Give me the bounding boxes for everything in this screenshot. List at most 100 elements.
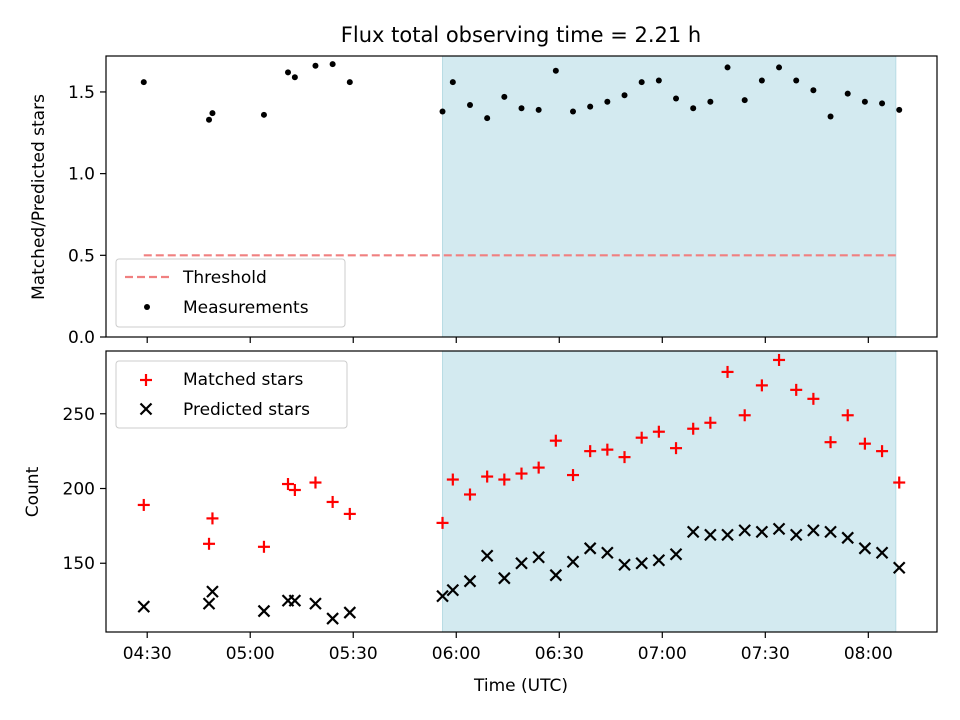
data-point-measurement [535,106,542,113]
data-point-predicted [652,553,666,567]
data-point-matched [436,516,449,529]
data-point-predicted [738,524,751,537]
data-point-measurement [518,105,525,112]
data-point-matched [807,392,820,405]
data-point-measurement [673,95,680,102]
data-point-measurement [466,102,473,109]
bottom-y-axis-label: Count [23,466,43,517]
data-point-measurement [209,110,216,117]
x-tick-label: 05:30 [329,644,378,664]
axes-frame [105,350,938,633]
top-y-axis-label: Matched/Predicted stars [29,94,49,300]
y-tick-label: 150 [63,554,95,574]
data-point-predicted [566,555,580,569]
legend-box [115,360,348,429]
data-point-measurement [501,93,508,100]
data-point-measurement [776,64,783,71]
data-point-measurement [879,100,886,107]
series-predicted-stars [137,522,906,625]
data-point-matched [601,443,614,456]
data-point-predicted [137,600,151,613]
data-point-matched [281,478,294,491]
data-point-measurement [741,97,748,104]
x-tick-label: 08:00 [844,644,893,664]
data-point-measurement [724,64,731,71]
legend-predicted-label: Predicted stars [183,400,310,420]
data-point-matched [309,476,322,489]
data-point-predicted [463,574,477,588]
data-point-matched [481,470,494,483]
data-point-measurement [827,113,834,120]
data-point-predicted [549,568,563,582]
data-point-matched [288,484,301,497]
data-point-matched [343,507,356,520]
data-point-measurement [140,79,147,86]
data-point-predicted [288,594,302,607]
data-point-matched [824,436,837,449]
series-measurements [140,61,903,123]
data-point-predicted [858,542,872,555]
data-point-matched [567,469,580,482]
data-point-matched [687,422,700,435]
y-tick-label: 250 [63,405,95,425]
data-point-measurement [604,98,611,105]
data-point-matched [876,445,889,458]
data-point-predicted [772,522,786,536]
observing-interval-shade [442,351,896,632]
observing-interval-shade [442,56,896,337]
data-point-matched [704,416,717,429]
data-point-matched [858,437,871,450]
data-point-matched [137,498,150,511]
data-point-measurement [260,111,267,118]
data-point-measurement [793,77,800,84]
data-point-matched [773,353,786,366]
axes-frame [105,55,938,338]
data-point-measurement [690,105,697,112]
x-tick-label: 04:30 [123,644,172,664]
data-point-matched [257,540,270,553]
legend-measurements-swatch [144,304,150,310]
data-point-matched [206,512,219,525]
legend-matched-swatch [140,374,152,386]
data-point-predicted [721,528,734,542]
data-point-measurement [570,108,577,115]
data-point-predicted [635,556,648,570]
y-tick-label: 1.0 [68,165,95,185]
data-point-matched [841,409,854,422]
data-point-predicted [436,589,449,603]
data-point-predicted [515,556,528,570]
data-point-predicted [704,528,717,542]
data-point-matched [893,476,906,489]
data-point-predicted [446,583,460,597]
data-point-measurement [484,115,491,122]
data-point-predicted [892,561,906,575]
legend-bottom: Matched stars Predicted stars [115,360,348,429]
data-point-predicted [686,525,700,539]
data-point-predicted [824,525,837,539]
x-tick-label: 06:00 [432,644,481,664]
data-point-predicted [618,558,631,572]
series-matched-stars [137,353,906,553]
legend-predicted-swatch [139,402,153,416]
data-point-predicted [755,525,769,539]
x-tick-label: 05:00 [226,644,275,664]
y-tick-label: 1.5 [68,83,95,103]
data-point-matched [326,495,339,508]
data-point-predicted [206,585,219,598]
data-point-predicted [669,547,683,561]
data-point-matched [203,537,216,550]
data-point-measurement [810,87,817,94]
data-point-measurement [284,69,291,76]
data-point-matched [721,365,734,378]
data-point-predicted [309,597,322,610]
data-point-measurement [587,103,594,110]
data-point-matched [738,409,751,422]
data-point-measurement [552,67,559,74]
legend-matched-label: Matched stars [183,370,303,390]
data-point-predicted [532,550,545,564]
data-point-matched [584,445,597,458]
data-point-measurement [861,98,868,105]
x-tick-label: 07:30 [741,644,790,664]
data-point-matched [790,383,803,396]
top-panel: 0.0 0.5 1.0 1.5 Threshold Measurements [68,55,938,348]
